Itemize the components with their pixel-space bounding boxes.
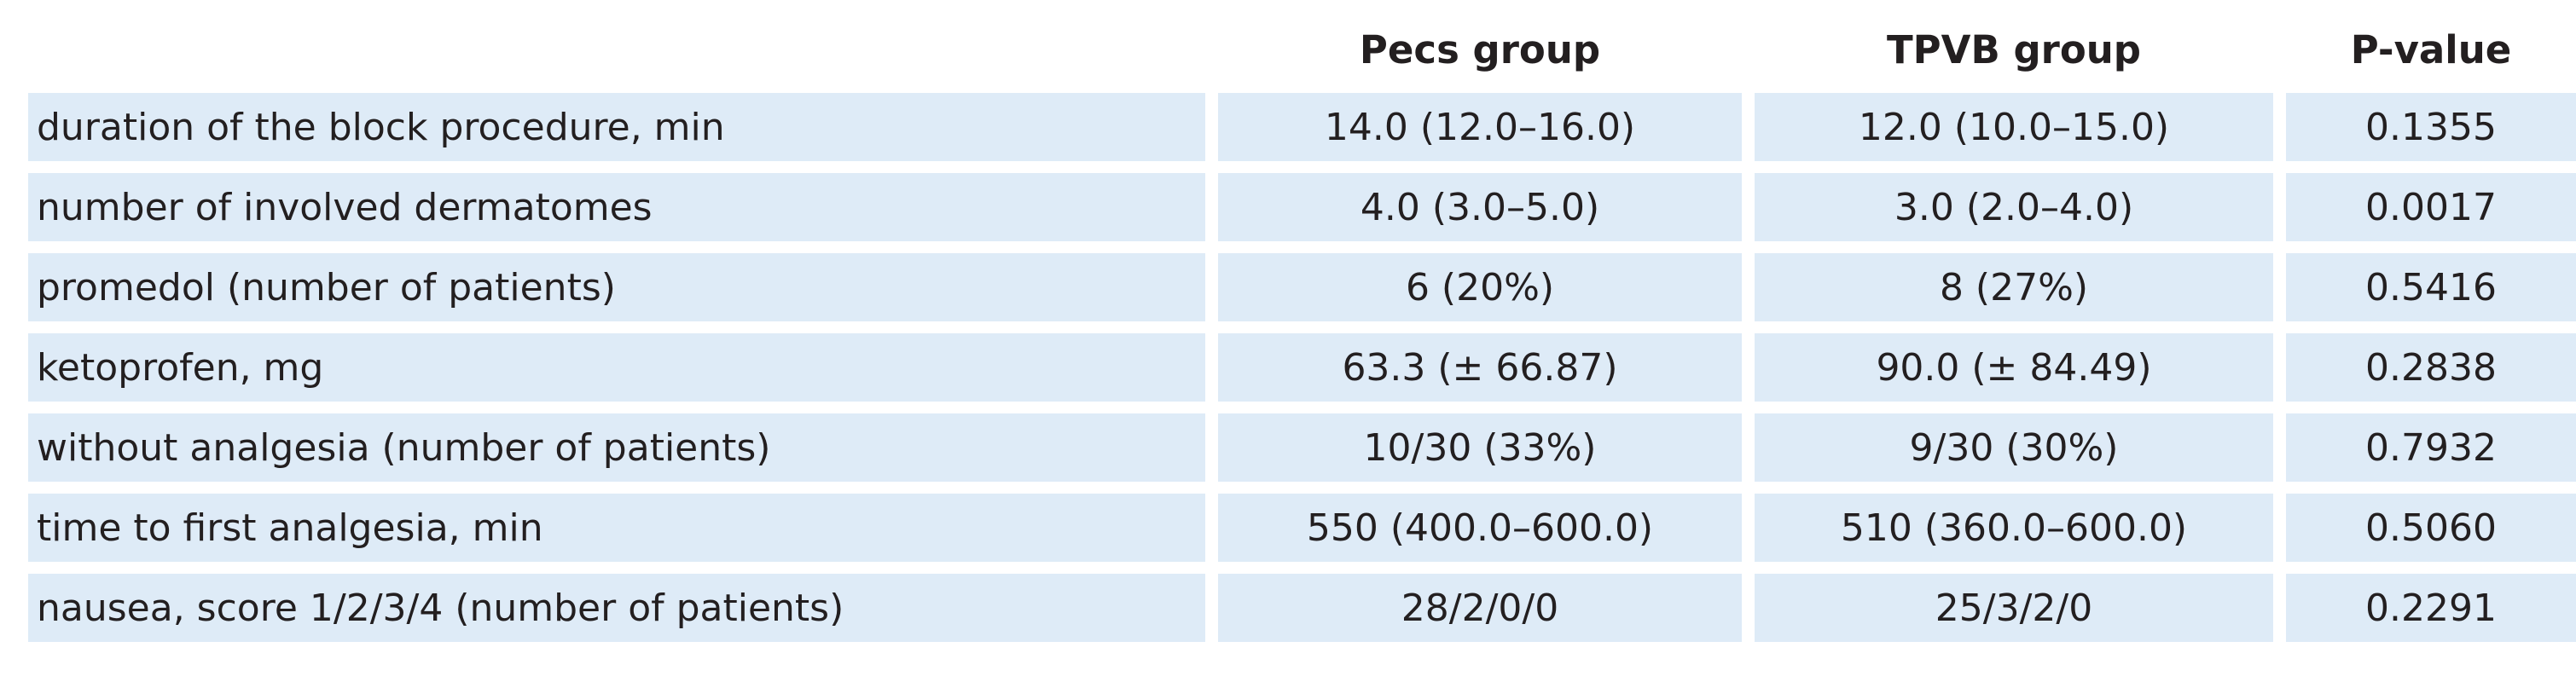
p-value: 0.1355	[2286, 93, 2576, 161]
row-label: nausea, score 1/2/3/4 (number of patient…	[28, 574, 1205, 642]
p-value: 0.0017	[2286, 173, 2576, 241]
p-value: 0.2291	[2286, 574, 2576, 642]
pecs-value: 550 (400.0–600.0)	[1218, 494, 1742, 562]
header-cell-p-value: P-value	[2350, 27, 2512, 72]
results-table: Pecs group TPVB group P-value duration o…	[28, 0, 2576, 642]
table-row: without analgesia (number of patients) 1…	[28, 413, 2576, 482]
tpvb-value: 12.0 (10.0–15.0)	[1755, 93, 2273, 161]
tpvb-value: 510 (360.0–600.0)	[1755, 494, 2273, 562]
header-cell-pecs-group: Pecs group	[1359, 27, 1601, 72]
tpvb-value: 3.0 (2.0–4.0)	[1755, 173, 2273, 241]
row-label: duration of the block procedure, min	[28, 93, 1205, 161]
row-label: without analgesia (number of patients)	[28, 413, 1205, 482]
tpvb-value: 25/3/2/0	[1755, 574, 2273, 642]
row-label: number of involved dermatomes	[28, 173, 1205, 241]
table-row: nausea, score 1/2/3/4 (number of patient…	[28, 574, 2576, 642]
pecs-value: 14.0 (12.0–16.0)	[1218, 93, 1742, 161]
p-value: 0.2838	[2286, 333, 2576, 402]
row-label: promedol (number of patients)	[28, 253, 1205, 321]
header-cell-tpvb-group: TPVB group	[1886, 27, 2142, 72]
row-label: ketoprofen, mg	[28, 333, 1205, 402]
table-row: promedol (number of patients) 6 (20%) 8 …	[28, 253, 2576, 321]
tpvb-value: 90.0 (± 84.49)	[1755, 333, 2273, 402]
table-row: ketoprofen, mg 63.3 (± 66.87) 90.0 (± 84…	[28, 333, 2576, 402]
tpvb-value: 9/30 (30%)	[1755, 413, 2273, 482]
p-value: 0.7932	[2286, 413, 2576, 482]
pecs-value: 6 (20%)	[1218, 253, 1742, 321]
p-value: 0.5060	[2286, 494, 2576, 562]
row-label: time to first analgesia, min	[28, 494, 1205, 562]
table-header-row: Pecs group TPVB group P-value	[28, 0, 2576, 81]
pecs-value: 4.0 (3.0–5.0)	[1218, 173, 1742, 241]
table-row: duration of the block procedure, min 14.…	[28, 93, 2576, 161]
header-cell-label	[28, 0, 1205, 81]
table-row: time to first analgesia, min 550 (400.0–…	[28, 494, 2576, 562]
p-value: 0.5416	[2286, 253, 2576, 321]
pecs-value: 10/30 (33%)	[1218, 413, 1742, 482]
pecs-value: 63.3 (± 66.87)	[1218, 333, 1742, 402]
tpvb-value: 8 (27%)	[1755, 253, 2273, 321]
pecs-value: 28/2/0/0	[1218, 574, 1742, 642]
table-row: number of involved dermatomes 4.0 (3.0–5…	[28, 173, 2576, 241]
